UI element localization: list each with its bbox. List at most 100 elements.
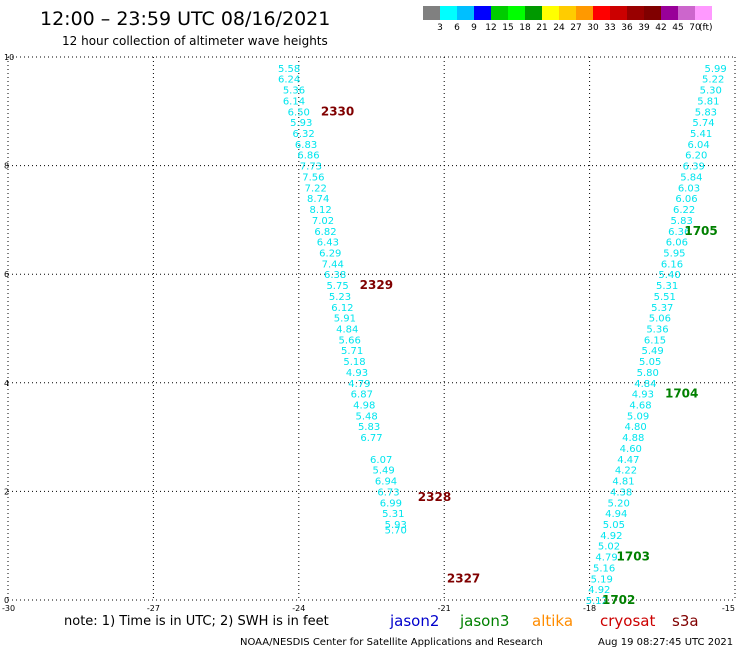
wave-height-label: 5.36: [283, 86, 305, 97]
scale-swatch: [508, 6, 525, 20]
satellite-legend: jason2 jason3 altika cryosat s3a: [389, 612, 699, 630]
wave-height-label: 5.58: [278, 64, 300, 75]
wave-height-label: 5.81: [697, 96, 719, 107]
wave-height-label: 6.82: [314, 227, 336, 238]
wave-height-label: 4.79: [348, 379, 370, 390]
scale-label: 12: [485, 23, 496, 33]
pass-time-label: 2330: [321, 104, 354, 118]
scale-label: 45: [672, 23, 683, 33]
scale-swatch: [678, 6, 695, 20]
wave-height-label: 5.23: [329, 292, 351, 303]
legend-jason3: jason3: [459, 612, 509, 630]
wave-height-label: 6.99: [380, 498, 402, 509]
wave-height-label: 5.12: [586, 596, 608, 607]
wave-height-label: 4.60: [620, 444, 642, 455]
scale-swatch: [593, 6, 610, 20]
y-tick-label: 0: [4, 596, 9, 605]
x-tick-label: -24: [292, 604, 305, 613]
wave-height-label: 6.16: [661, 259, 683, 270]
wave-height-label: 8.74: [307, 194, 329, 205]
wave-height-label: 5.71: [341, 346, 363, 357]
scale-label: 24: [553, 23, 565, 33]
legend-s3a: s3a: [672, 612, 699, 630]
x-tick-label: -18: [583, 604, 596, 613]
pass-time-label: 2327: [447, 571, 480, 585]
wave-height-label: 5.84: [680, 172, 702, 183]
scale-swatch: [695, 6, 712, 20]
scale-swatch: [474, 6, 491, 20]
wave-height-label: 6.14: [283, 96, 305, 107]
scale-label: 21: [536, 23, 547, 33]
wave-height-label: 5.40: [658, 270, 680, 281]
wave-height-label: 5.37: [651, 303, 673, 314]
wave-height-label: 8.12: [309, 205, 331, 216]
wave-height-label: 5.06: [649, 314, 671, 325]
wave-height-label: 4.81: [612, 477, 634, 488]
scale-label: 27: [570, 23, 581, 33]
wave-height-label: 6.06: [666, 238, 688, 249]
pass-time-label: 2329: [360, 278, 393, 292]
wave-height-label: 6.03: [678, 183, 700, 194]
wave-height-label: 7.44: [322, 259, 344, 270]
y-tick-label: 2: [4, 487, 9, 496]
wave-height-label: 4.22: [615, 466, 637, 477]
wave-height-label: 5.05: [639, 357, 661, 368]
scale-swatch: [423, 6, 440, 20]
wave-height-label: 5.31: [382, 509, 404, 520]
wave-height-label: 4.68: [629, 401, 651, 412]
wave-height-label: 7.73: [300, 162, 322, 173]
wave-height-label: 5.31: [656, 281, 678, 292]
wave-height-label: 5.95: [663, 248, 685, 259]
wave-height-label: 4.93: [346, 368, 368, 379]
legend-jason2: jason2: [389, 612, 439, 630]
scale-label: 39: [638, 23, 650, 33]
wave-height-label: 5.99: [704, 64, 726, 75]
wave-height-label: 5.09: [627, 411, 649, 422]
wave-height-label: 6.94: [375, 477, 397, 488]
wave-height-label: 5.41: [690, 129, 712, 140]
scale-label: 70: [689, 23, 701, 33]
wave-height-label: 4.84: [336, 325, 358, 336]
x-tick-label: -27: [147, 604, 160, 613]
wave-height-label: 5.05: [603, 520, 625, 531]
scale-swatch: [440, 6, 457, 20]
scale-swatch: [576, 6, 593, 20]
wave-height-label: 6.43: [317, 238, 339, 249]
wave-height-label: 5.16: [593, 563, 615, 574]
wave-height-color-scale: 3 6 9 12 15 18 21 24 27 30 33 36 39 42 45 70(ft): [423, 6, 713, 33]
legend-altika: altika: [532, 612, 573, 630]
chart-subtitle: 12 hour collection of altimeter wave hei…: [62, 34, 328, 48]
scale-label: 18: [519, 23, 531, 33]
wave-height-label: 5.30: [700, 86, 722, 97]
wave-height-label: 6.06: [675, 194, 697, 205]
scale-label: 3: [437, 23, 443, 33]
scale-label: 42: [655, 23, 666, 33]
wave-height-label: 4.92: [600, 531, 622, 542]
y-tick-label: 10: [4, 53, 14, 62]
y-tick-label: 6: [4, 270, 9, 279]
scale-swatch: [610, 6, 627, 20]
wave-height-label: 5.49: [372, 466, 394, 477]
wave-height-label: 5.83: [695, 107, 717, 118]
wave-height-label: 4.79: [595, 553, 617, 564]
y-tick-label: 8: [4, 162, 9, 171]
wave-height-label: 6.50: [288, 107, 310, 118]
scale-label: 15: [502, 23, 513, 33]
pass-time-label: 1705: [684, 224, 717, 238]
footer-credit: NOAA/NESDIS Center for Satellite Applica…: [240, 637, 543, 648]
scale-label: 6: [454, 23, 460, 33]
scale-swatch: [559, 6, 576, 20]
wave-height-label: 6.87: [351, 390, 373, 401]
wave-height-label: 4.98: [353, 401, 375, 412]
x-tick-label: -15: [722, 604, 735, 613]
wave-height-label: 6.12: [331, 303, 353, 314]
wave-height-label: 5.74: [692, 118, 714, 129]
grid-lines: [7, 56, 736, 601]
wave-height-label: 5.19: [591, 574, 613, 585]
wave-height-label: 6.24: [278, 75, 300, 86]
chart-title: 12:00 – 23:59 UTC 08/16/2021: [40, 8, 330, 30]
wave-height-label: 5.66: [339, 335, 361, 346]
pass-time-labels: 2330 2329 2328 2327 1705 1704 1703 1702: [321, 104, 718, 607]
pass-time-label: 1703: [617, 550, 650, 564]
scale-label: 30: [587, 23, 599, 33]
